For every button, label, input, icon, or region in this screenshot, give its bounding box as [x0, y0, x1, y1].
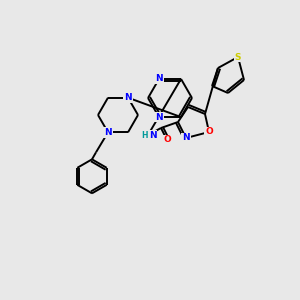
Text: S: S — [235, 52, 241, 62]
Text: O: O — [163, 136, 171, 145]
Text: N: N — [149, 130, 157, 140]
Text: N: N — [124, 93, 132, 102]
Text: N: N — [182, 134, 190, 142]
Text: N: N — [155, 74, 163, 83]
Text: O: O — [205, 128, 213, 136]
Text: N: N — [104, 128, 112, 137]
Text: N: N — [155, 112, 163, 122]
Text: H: H — [142, 130, 148, 140]
